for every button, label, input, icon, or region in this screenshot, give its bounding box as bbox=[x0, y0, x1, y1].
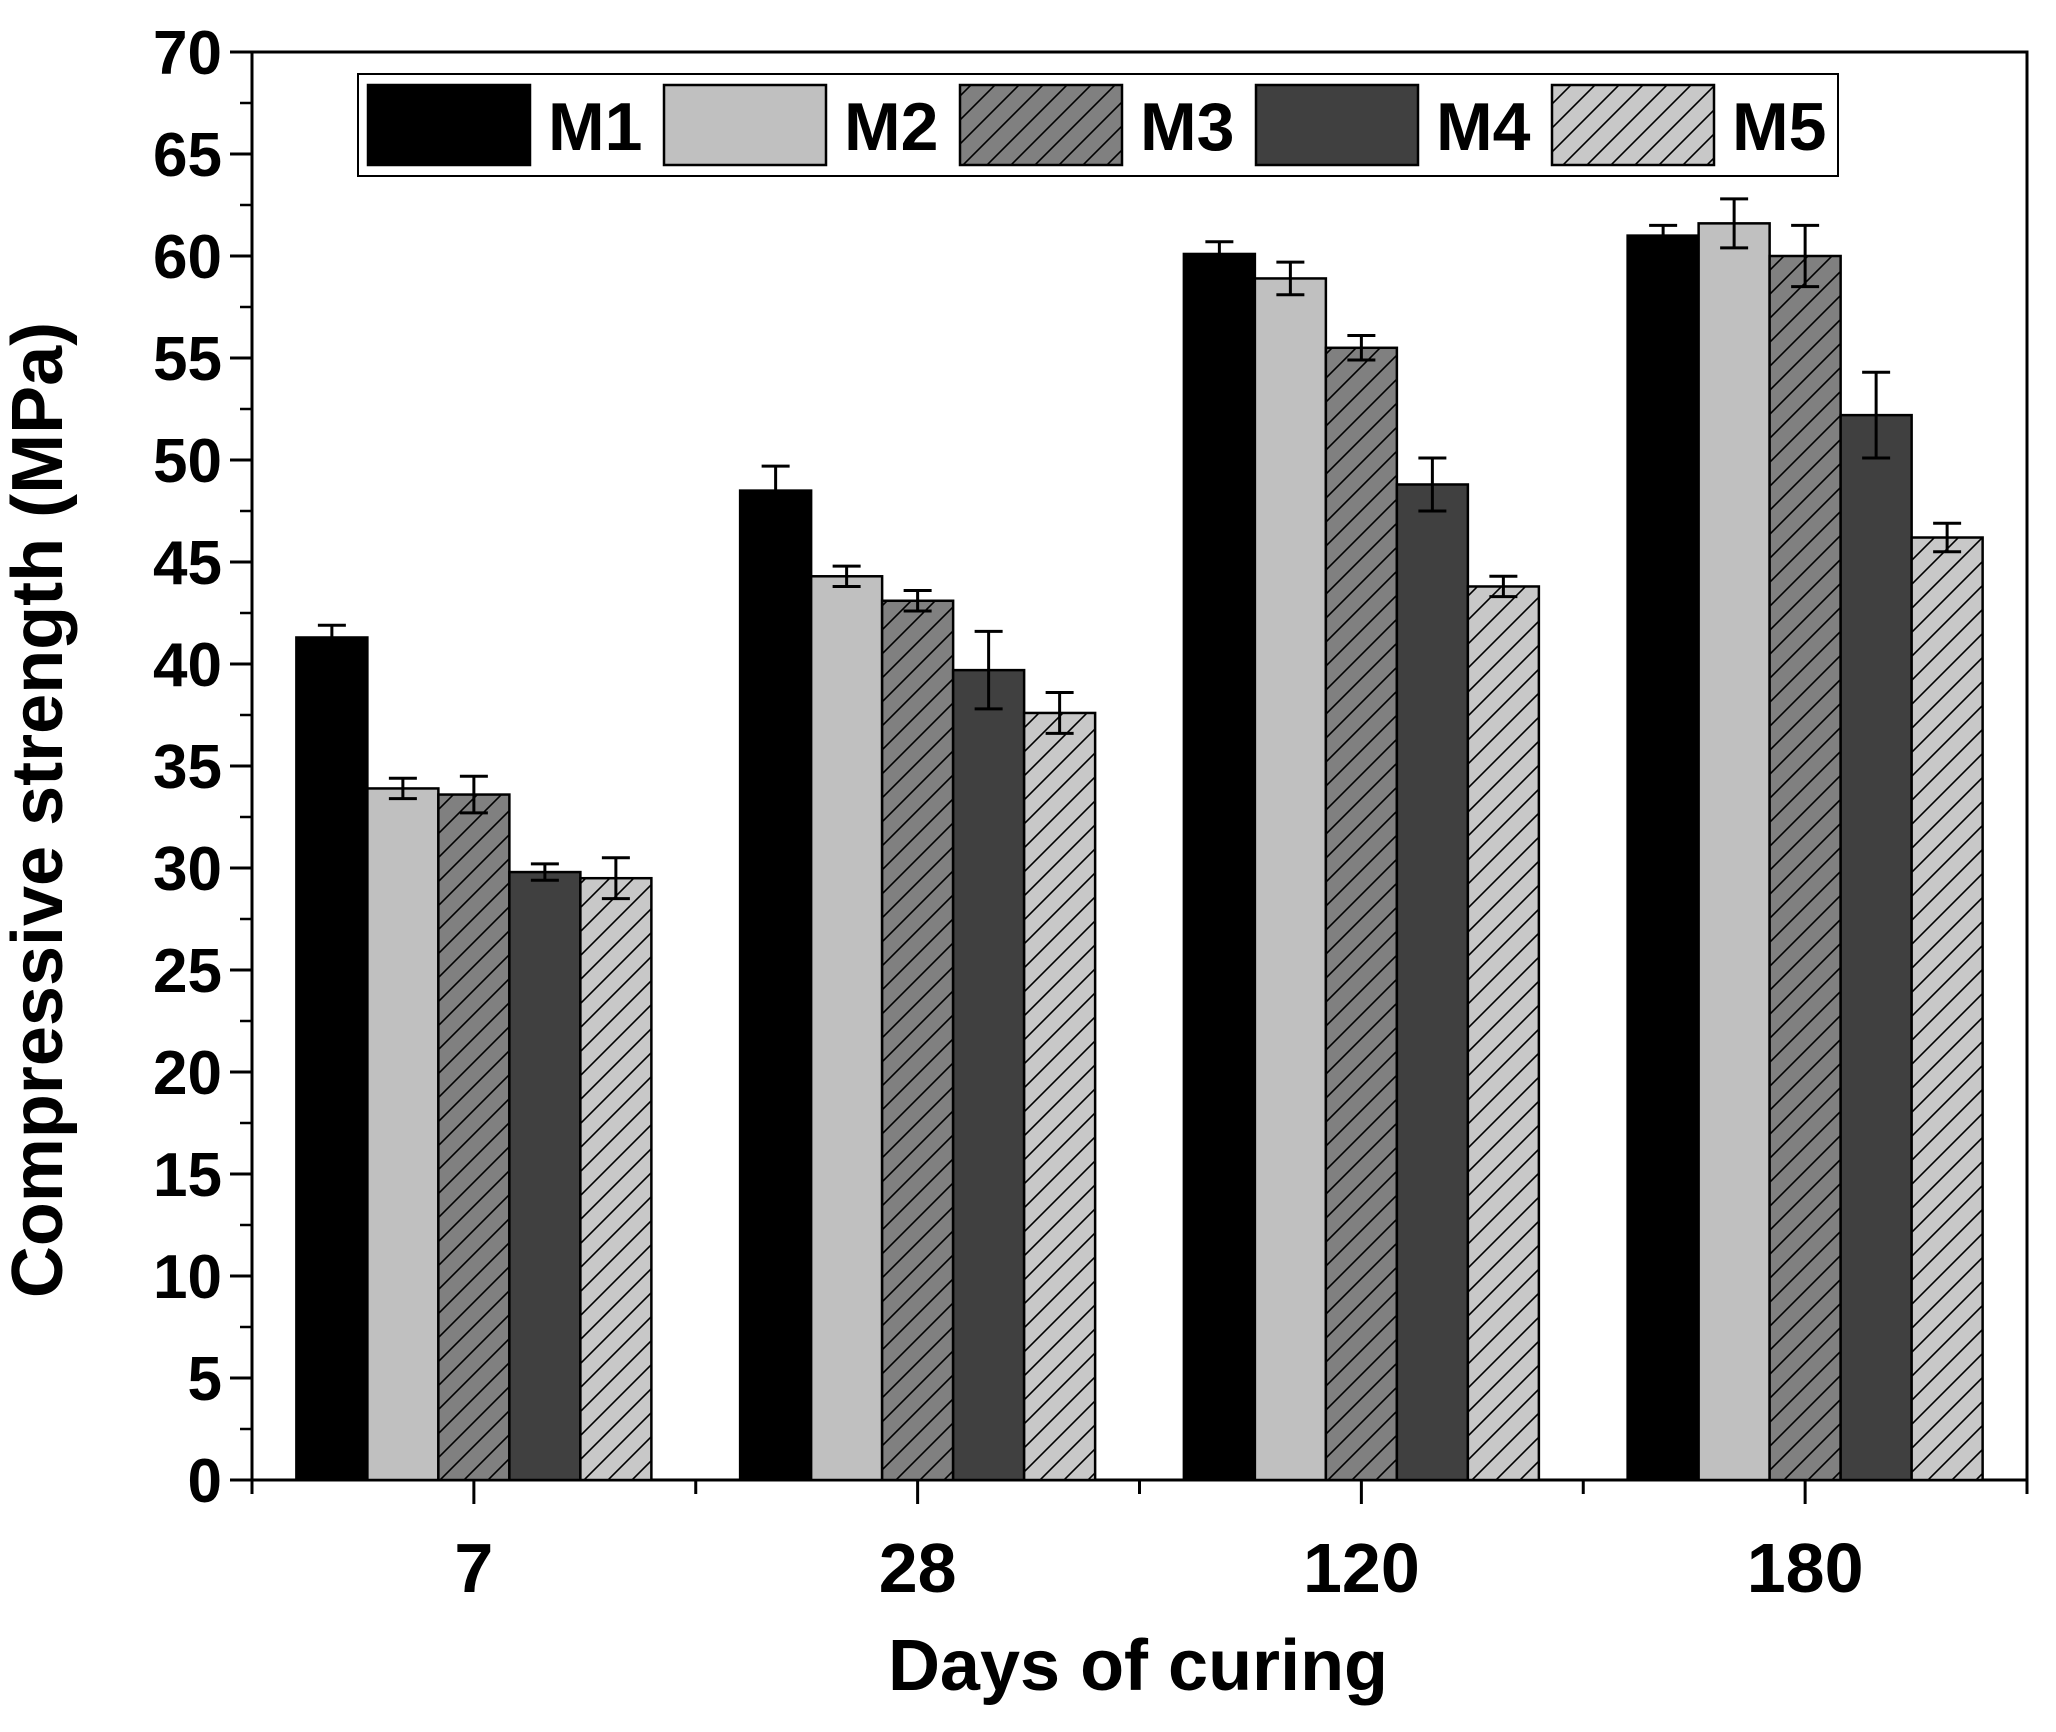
bar-m4 bbox=[1395, 483, 1470, 1482]
legend-swatch-m2 bbox=[662, 83, 828, 167]
bar-m4 bbox=[508, 870, 582, 1482]
bar-hatch-m3 bbox=[1325, 347, 1397, 1480]
legend-swatch-hatch-m3 bbox=[960, 85, 1122, 165]
y-tick-label: 50 bbox=[153, 427, 222, 496]
bar-hatch-m5 bbox=[1024, 712, 1096, 1480]
y-tick-label: 55 bbox=[153, 325, 222, 394]
x-tick-label: 180 bbox=[1747, 1529, 1864, 1607]
bar-m1 bbox=[1626, 234, 1700, 1482]
y-tick-label: 35 bbox=[153, 733, 222, 802]
y-tick-label: 10 bbox=[153, 1243, 222, 1312]
bar-hatch-m3 bbox=[1769, 256, 1841, 1480]
bar-m4 bbox=[951, 668, 1026, 1482]
bar-hatch-m5 bbox=[1911, 537, 1983, 1480]
y-tick-label: 25 bbox=[153, 937, 222, 1006]
y-tick-label: 15 bbox=[153, 1141, 222, 1210]
bar-m4 bbox=[1839, 413, 1913, 1482]
y-tick-label: 5 bbox=[188, 1345, 222, 1414]
bar-hatch-m3 bbox=[438, 794, 510, 1480]
y-tick-label: 0 bbox=[188, 1447, 222, 1516]
bar-m1 bbox=[295, 636, 369, 1482]
y-tick-label: 65 bbox=[153, 121, 222, 190]
legend-swatch-m1 bbox=[366, 83, 532, 167]
y-axis-title: Compressive strength (MPa) bbox=[0, 322, 78, 1298]
legend-label-m4: M4 bbox=[1436, 89, 1531, 165]
x-tick-label: 7 bbox=[454, 1529, 493, 1607]
y-tick-label: 20 bbox=[153, 1039, 222, 1108]
bar-m2 bbox=[1253, 277, 1328, 1482]
bar-hatch-m3 bbox=[882, 600, 954, 1480]
bar-hatch-m5 bbox=[580, 878, 652, 1480]
bar-m1 bbox=[738, 489, 813, 1482]
y-tick-label: 60 bbox=[153, 223, 222, 292]
x-tick-label: 28 bbox=[879, 1529, 957, 1607]
bar-m2 bbox=[1697, 222, 1771, 1482]
bar-hatch-m5 bbox=[1467, 586, 1539, 1480]
legend-label-m2: M2 bbox=[844, 89, 938, 165]
bar-m1 bbox=[1182, 252, 1257, 1482]
legend-swatch-hatch-m5 bbox=[1552, 85, 1714, 165]
bar-m2 bbox=[366, 787, 440, 1482]
y-tick-label: 30 bbox=[153, 835, 222, 904]
legend-label-m5: M5 bbox=[1732, 89, 1826, 165]
y-tick-label: 70 bbox=[153, 19, 222, 88]
bar-m2 bbox=[809, 575, 884, 1482]
y-tick-label: 40 bbox=[153, 631, 222, 700]
y-tick-label: 45 bbox=[153, 529, 222, 598]
legend-label-m1: M1 bbox=[548, 89, 642, 165]
legend-label-m3: M3 bbox=[1140, 89, 1234, 165]
x-tick-label: 120 bbox=[1303, 1529, 1420, 1607]
x-axis-title: Days of curing bbox=[888, 1626, 1388, 1706]
legend-swatch-m4 bbox=[1254, 83, 1420, 167]
